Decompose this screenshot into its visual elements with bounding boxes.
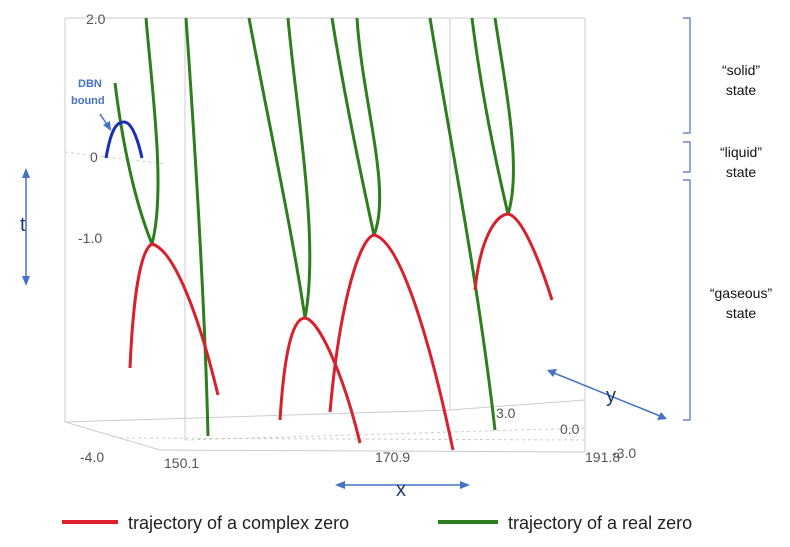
x-axis-arrow	[335, 481, 470, 489]
x-tick-150: 150.1	[164, 455, 199, 471]
box-edge-dashed	[184, 427, 586, 441]
legend: trajectory of a complex zero trajectory …	[62, 513, 692, 533]
dbn-label-line1: DBN	[78, 78, 102, 90]
y-tick-3: 3.0	[496, 405, 516, 421]
dbn-label-line2: bound	[71, 95, 105, 107]
t-axis-arrow	[22, 168, 30, 286]
real-branch-right-3	[355, 17, 382, 236]
complex-zero-trajectories	[128, 212, 554, 451]
x-axis-label: x	[396, 479, 406, 501]
real-branch-left-3	[330, 17, 376, 236]
solid-state-label: “solid”	[722, 62, 760, 78]
y-axis-arrow	[547, 369, 667, 420]
box-edge	[64, 409, 451, 423]
plot-box	[64, 17, 586, 453]
box-edge-dashed	[119, 437, 586, 441]
y-tick-0: 0.0	[560, 421, 580, 437]
t-tick-0: 0	[90, 149, 98, 165]
liquid-state-label: “liquid”	[720, 144, 762, 160]
real-branch-left-1	[113, 82, 154, 245]
dbn-pointer-arrow	[99, 113, 111, 131]
real-branch-left-4	[470, 17, 510, 215]
box-edge	[64, 421, 161, 451]
box-edge	[159, 449, 586, 453]
real-zero-trajectories	[113, 17, 515, 437]
zero-plane-dashed	[64, 151, 166, 165]
liquid-state-word: state	[726, 164, 757, 180]
solid-bracket	[683, 17, 691, 134]
real-branch-right-4	[493, 17, 515, 215]
complex-arc-2	[278, 316, 362, 444]
y-tick-neg3: -3.0	[612, 445, 636, 461]
legend-real-label: trajectory of a real zero	[508, 513, 692, 533]
dbn-bound-curve	[104, 120, 144, 159]
t-tick-neg1: -1.0	[78, 230, 102, 246]
solid-state-word: state	[726, 82, 757, 98]
box-edge	[449, 399, 586, 411]
complex-arc-4	[473, 212, 554, 301]
real-branch-right-1	[144, 17, 160, 245]
x-tick-170: 170.9	[375, 449, 410, 465]
gaseous-state-word: state	[726, 305, 757, 321]
real-branch-left-2	[247, 17, 307, 319]
complex-arc-1	[128, 242, 220, 396]
legend-complex-label: trajectory of a complex zero	[128, 513, 349, 533]
liquid-bracket	[683, 141, 691, 173]
t-tick-2: 2.0	[86, 11, 106, 27]
real-line-diagonal	[428, 17, 497, 431]
gaseous-state-label: “gaseous”	[710, 285, 773, 301]
t-axis-label: t	[20, 214, 26, 236]
x-tick-191: 191.8	[585, 449, 620, 465]
t-tick-neg4: -4.0	[80, 449, 104, 465]
y-axis-label: y	[606, 385, 616, 407]
real-branch-right-2	[286, 17, 312, 319]
real-line-vertical	[184, 17, 210, 437]
state-brackets	[683, 17, 691, 421]
complex-arc-3	[328, 233, 455, 451]
gaseous-bracket	[683, 179, 691, 421]
